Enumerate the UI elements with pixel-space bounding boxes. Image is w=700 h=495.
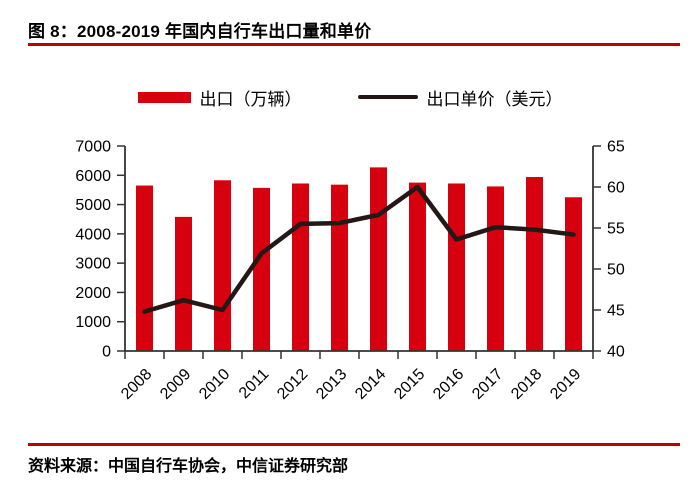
svg-text:2010: 2010 (196, 366, 233, 403)
svg-text:0: 0 (102, 344, 111, 361)
svg-text:3000: 3000 (75, 256, 111, 273)
svg-text:1000: 1000 (75, 314, 111, 331)
legend-label-export-volume: 出口（万辆） (199, 89, 302, 109)
svg-text:2014: 2014 (352, 366, 389, 403)
svg-text:7000: 7000 (75, 139, 111, 156)
svg-text:55: 55 (607, 221, 625, 238)
svg-text:50: 50 (607, 262, 625, 279)
svg-text:5000: 5000 (75, 197, 111, 214)
svg-text:2013: 2013 (313, 366, 350, 403)
legend-item-export-volume: 出口（万辆） (137, 85, 302, 110)
legend-line-swatch (357, 94, 418, 100)
svg-text:2017: 2017 (469, 366, 506, 403)
svg-text:2008: 2008 (118, 366, 155, 403)
svg-text:65: 65 (607, 139, 625, 156)
svg-text:2019: 2019 (547, 366, 584, 403)
legend-item-unit-price: 出口单价（美元） (357, 85, 563, 110)
svg-text:6000: 6000 (75, 168, 111, 185)
chart-axes (117, 145, 601, 359)
svg-text:2009: 2009 (157, 366, 194, 403)
svg-text:4000: 4000 (75, 226, 111, 243)
figure-title: 图 8：2008-2019 年国内自行车出口量和单价 (28, 22, 372, 41)
footer-rule (28, 443, 680, 446)
combo-chart: 0 1000 2000 3000 4000 5000 6000 7000 40 45 50 55 60 6… (75, 139, 625, 403)
unit-price-line (142, 184, 576, 314)
chart-legend: 出口（万辆） 出口单价（美元） (0, 84, 700, 110)
svg-text:2016: 2016 (430, 366, 467, 403)
svg-text:60: 60 (607, 180, 625, 197)
svg-text:2011: 2011 (236, 366, 272, 402)
title-underline-rule (28, 43, 680, 46)
svg-text:2015: 2015 (391, 366, 428, 403)
svg-text:45: 45 (607, 303, 625, 320)
svg-text:40: 40 (607, 344, 625, 361)
legend-bar-swatch (137, 91, 191, 103)
svg-text:2012: 2012 (274, 366, 311, 403)
legend-label-unit-price: 出口单价（美元） (426, 89, 563, 109)
export-volume-bars (136, 167, 582, 351)
source-note: 资料来源：中国自行车协会，中信证券研究部 (28, 458, 349, 475)
svg-text:2018: 2018 (508, 366, 545, 403)
svg-text:2000: 2000 (75, 285, 111, 302)
